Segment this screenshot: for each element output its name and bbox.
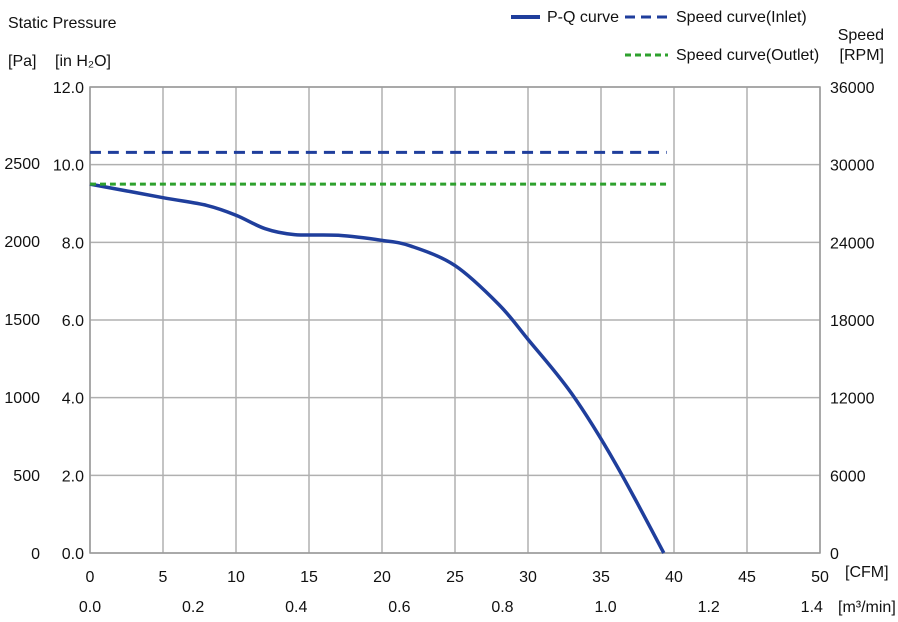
- y-inh2o-tick-label: 10.0: [53, 158, 84, 175]
- y-inh2o-tick-label: 6.0: [62, 313, 84, 330]
- series-lines: [89, 150, 667, 554]
- y-inh2o-tick-label: 12.0: [53, 80, 84, 97]
- tick-labels: 0 5 10 15 20 25 30 35 40 45 50 0.0 2.0 4.0 6.0 8.0 10.0 1…: [4, 80, 874, 616]
- x-cfm-tick-label: 45: [738, 569, 756, 586]
- legend-label-inlet: Speed curve(Inlet): [676, 9, 807, 26]
- y-pa-tick-label: 500: [13, 468, 40, 485]
- y-inh2o-tick-label: 4.0: [62, 391, 84, 408]
- y-pa-tick-label: 2000: [4, 234, 40, 251]
- pq-curve-line: [89, 182, 666, 554]
- y-pa-tick-label: 1000: [4, 390, 40, 407]
- x-cfm-tick-label: 15: [300, 569, 318, 586]
- legend-label-pq: P-Q curve: [547, 9, 619, 26]
- y-rpm-tick-label: 0: [830, 546, 839, 563]
- y-left-unit-pa: [Pa]: [8, 53, 36, 70]
- x-m3min-tick-label: 0.2: [182, 599, 204, 616]
- y-left-unit-inh2o: [in H₂O]: [55, 53, 111, 70]
- x-m3min-tick-label: 0.0: [79, 599, 101, 616]
- x-cfm-tick-label: 35: [592, 569, 610, 586]
- legend: P-Q curve Speed curve(Inlet) Speed curve…: [511, 9, 819, 64]
- x-m3min-tick-label: 0.6: [388, 599, 410, 616]
- y-right-unit: [RPM]: [840, 47, 884, 64]
- x-cfm-tick-label: 30: [519, 569, 537, 586]
- y-rpm-tick-label: 6000: [830, 468, 866, 485]
- y-inh2o-tick-label: 8.0: [62, 235, 84, 252]
- y-pa-tick-label: 1500: [4, 312, 40, 329]
- x-cfm-tick-label: 20: [373, 569, 391, 586]
- x-m3min-tick-label: 1.2: [698, 599, 720, 616]
- x-cfm-tick-label: 0: [86, 569, 95, 586]
- x-m3min-tick-label: 1.4: [801, 599, 823, 616]
- y-rpm-tick-label: 24000: [830, 235, 875, 252]
- y-rpm-tick-label: 36000: [830, 80, 875, 97]
- grid: [89, 86, 821, 554]
- x-cfm-tick-label: 5: [159, 569, 168, 586]
- x-m3min-tick-label: 0.4: [285, 599, 307, 616]
- y-pa-tick-label: 0: [31, 546, 40, 563]
- plot-frame: [89, 86, 821, 554]
- y-right-title: Speed: [838, 27, 884, 44]
- y-pa-tick-label: 2500: [4, 156, 40, 173]
- y-rpm-tick-label: 18000: [830, 313, 875, 330]
- x-cfm-tick-label: 25: [446, 569, 464, 586]
- y-rpm-tick-label: 12000: [830, 391, 875, 408]
- x-cfm-unit: [CFM]: [845, 564, 889, 581]
- x-cfm-tick-label: 10: [227, 569, 245, 586]
- x-cfm-tick-label: 40: [665, 569, 683, 586]
- x-m3min-unit: [m³/min]: [838, 599, 896, 616]
- x-m3min-tick-label: 1.0: [594, 599, 616, 616]
- legend-label-outlet: Speed curve(Outlet): [676, 47, 819, 64]
- y-inh2o-tick-label: 2.0: [62, 468, 84, 485]
- y-inh2o-tick-label: 0.0: [62, 546, 84, 563]
- x-cfm-tick-label: 50: [811, 569, 829, 586]
- y-rpm-tick-label: 30000: [830, 158, 875, 175]
- x-m3min-tick-label: 0.8: [491, 599, 513, 616]
- y-left-title: Static Pressure: [8, 15, 117, 32]
